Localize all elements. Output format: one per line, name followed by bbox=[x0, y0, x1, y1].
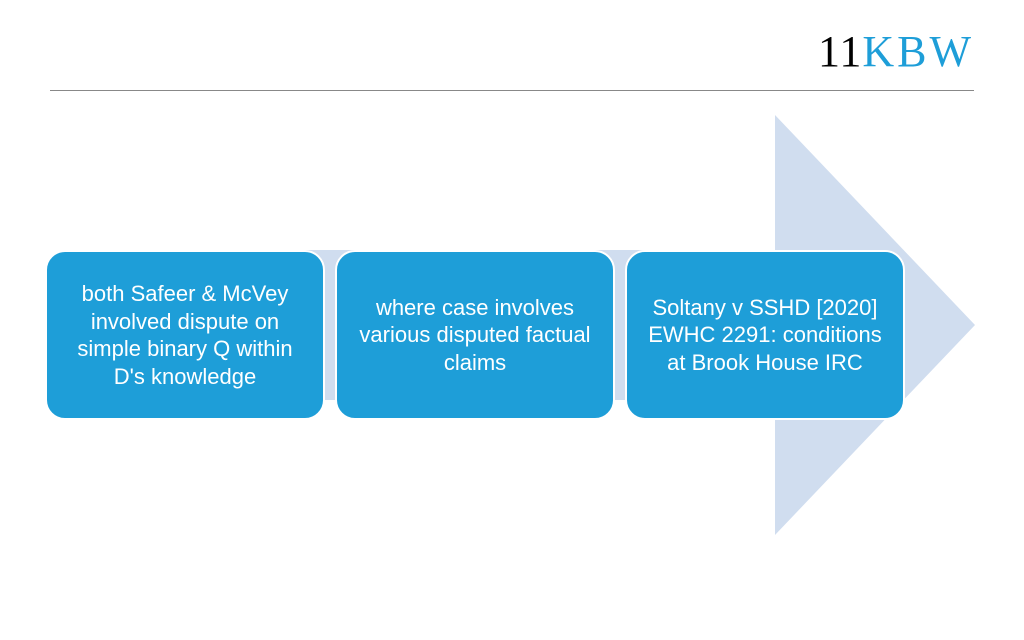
flow-box-3: Soltany v SSHD [2020] EWHC 2291: conditi… bbox=[625, 250, 905, 420]
slide: 11KBW both Safeer & McVey involved dispu… bbox=[0, 0, 1024, 640]
flow-box-3-text: Soltany v SSHD [2020] EWHC 2291: conditi… bbox=[645, 294, 885, 377]
header-rule bbox=[50, 90, 974, 91]
flow-box-1: both Safeer & McVey involved dispute on … bbox=[45, 250, 325, 420]
flow-box-2: where case involves various disputed fac… bbox=[335, 250, 615, 420]
flow-box-1-text: both Safeer & McVey involved dispute on … bbox=[65, 280, 305, 390]
logo-suffix: KBW bbox=[862, 27, 974, 76]
flow-boxes: both Safeer & McVey involved dispute on … bbox=[45, 250, 1024, 420]
flow-box-2-text: where case involves various disputed fac… bbox=[355, 294, 595, 377]
logo: 11KBW bbox=[818, 26, 974, 77]
logo-prefix: 11 bbox=[818, 27, 862, 76]
